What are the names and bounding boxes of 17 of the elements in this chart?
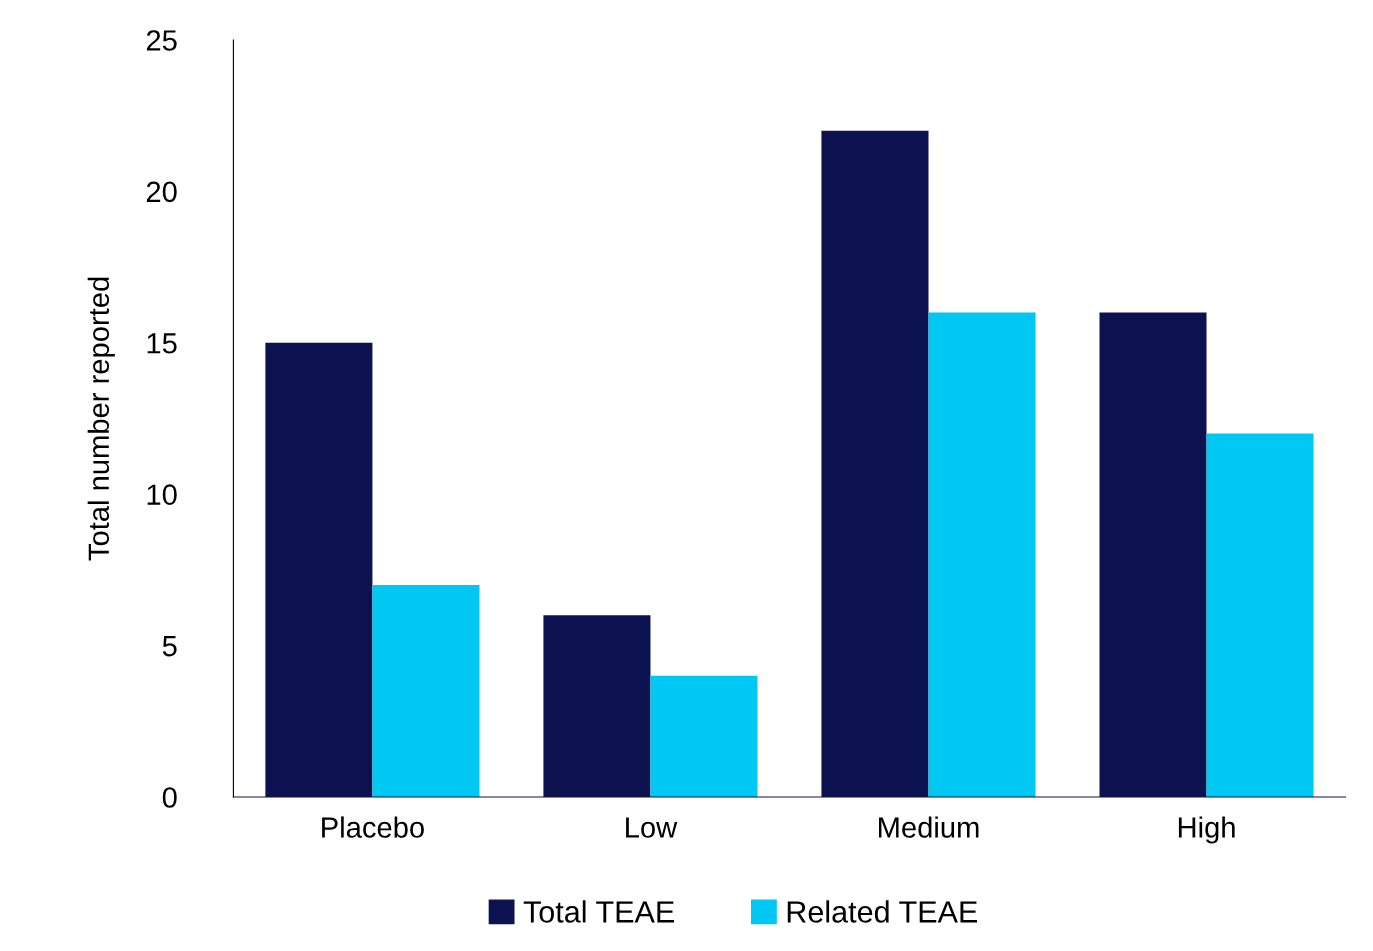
x-tick-label: Placebo (322, 816, 424, 838)
y-tick-label: 10 (147, 484, 177, 505)
y-tick-label: 0 (162, 787, 177, 808)
bar (928, 312, 1036, 797)
x-tick-label: High (1178, 816, 1235, 844)
x-tick-label: Medium (879, 816, 979, 838)
y-axis-title: Total number reported (87, 277, 115, 561)
y-tick-label: 20 (146, 181, 177, 203)
y-tick-label: 5 (162, 636, 177, 657)
legend-label: Related TEAE (787, 900, 978, 923)
bar (1206, 433, 1314, 797)
bar (372, 584, 480, 797)
legend-label: Total TEAE (523, 900, 674, 923)
bar (650, 675, 758, 797)
y-tick-label: 15 (147, 333, 177, 354)
x-tick-label: Low (626, 817, 678, 838)
y-tick-label: 25 (146, 30, 177, 51)
